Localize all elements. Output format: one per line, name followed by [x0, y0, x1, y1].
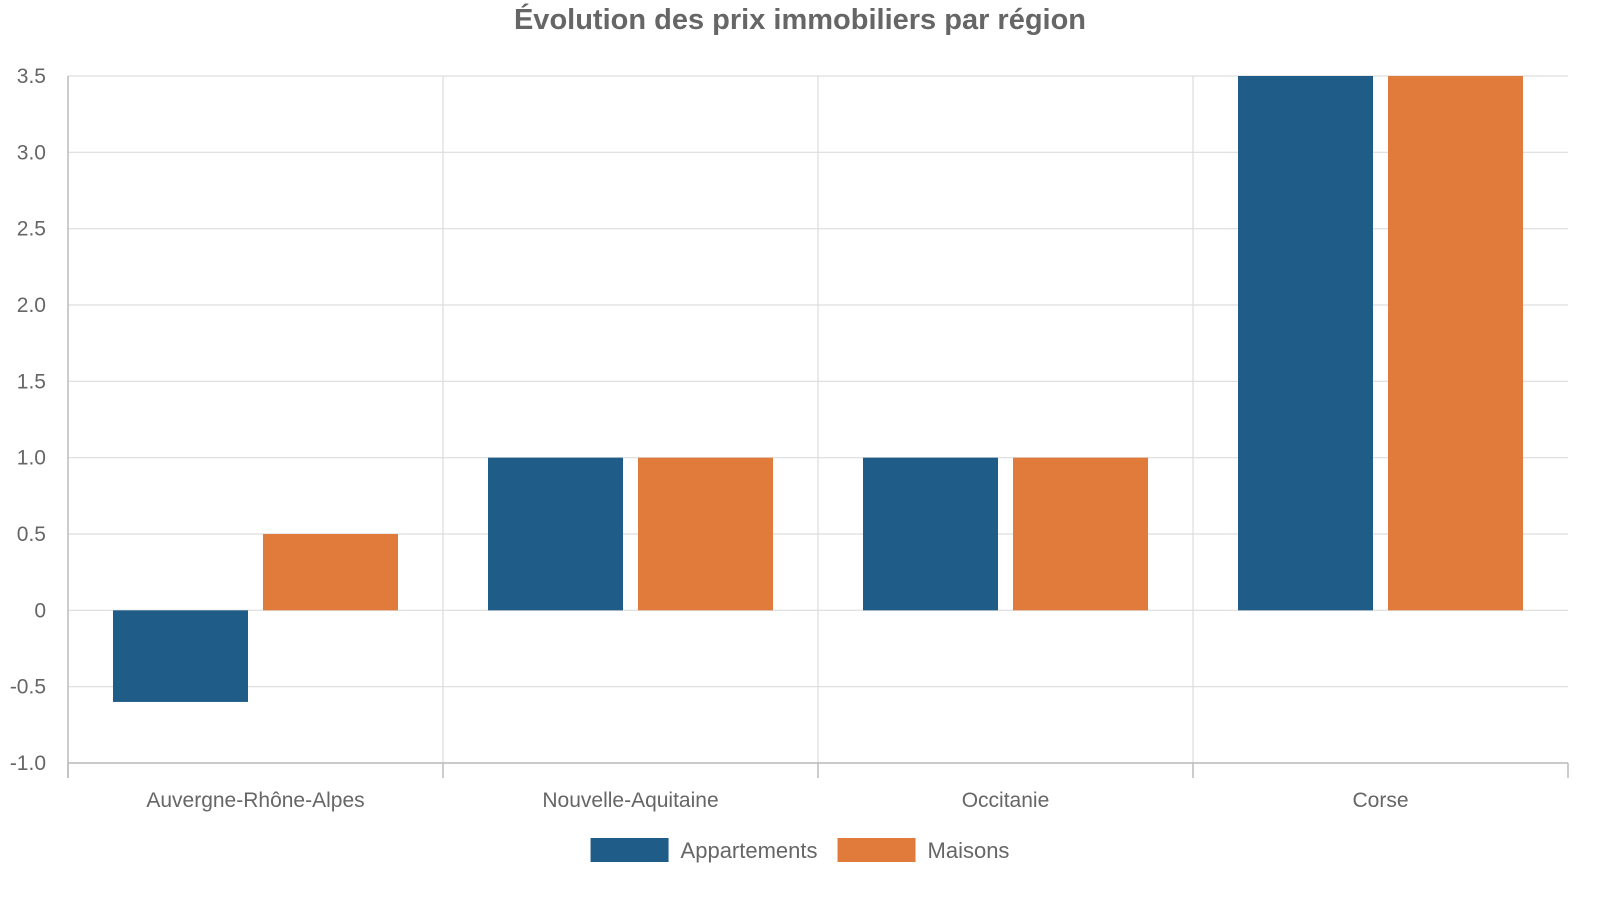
bar: [1238, 76, 1373, 611]
bar: [488, 457, 623, 611]
legend-swatch: [590, 838, 669, 862]
legend-swatch: [837, 838, 916, 862]
x-tick-label: Corse: [1352, 789, 1408, 812]
y-tick-label: 3.5: [17, 65, 46, 88]
legend: Appartements Maisons: [590, 838, 1010, 863]
x-tick-label: Nouvelle-Aquitaine: [542, 789, 718, 812]
x-tick-label: Occitanie: [962, 789, 1050, 812]
bar: [1388, 76, 1523, 611]
legend-label: Maisons: [928, 838, 1010, 863]
y-tick-label: 1.0: [17, 447, 46, 470]
y-tick-label: 3.0: [17, 141, 46, 164]
chart-title: Évolution des prix immobiliers par régio…: [514, 2, 1086, 36]
y-tick-label: 0: [34, 599, 46, 622]
bar: [1013, 457, 1148, 611]
legend-label: Appartements: [681, 838, 818, 863]
y-tick-label: -0.5: [10, 676, 46, 699]
bar: [113, 610, 248, 702]
axes: -1.0 -0.5 0 0.5 1.0 1.5 2.0 2.5 3.0 3.5 Auvergne-R…: [10, 65, 1569, 812]
y-tick-label: -1.0: [10, 752, 46, 775]
x-tick-label: Auvergne-Rhône-Alpes: [146, 789, 364, 812]
bar: [263, 534, 398, 611]
bar: [638, 457, 773, 611]
y-tick-label: 1.5: [17, 370, 46, 393]
bars: [113, 76, 1523, 702]
bar: [863, 457, 998, 611]
y-tick-label: 2.5: [17, 218, 46, 241]
y-tick-label: 2.0: [17, 294, 46, 317]
y-tick-label: 0.5: [17, 523, 46, 546]
